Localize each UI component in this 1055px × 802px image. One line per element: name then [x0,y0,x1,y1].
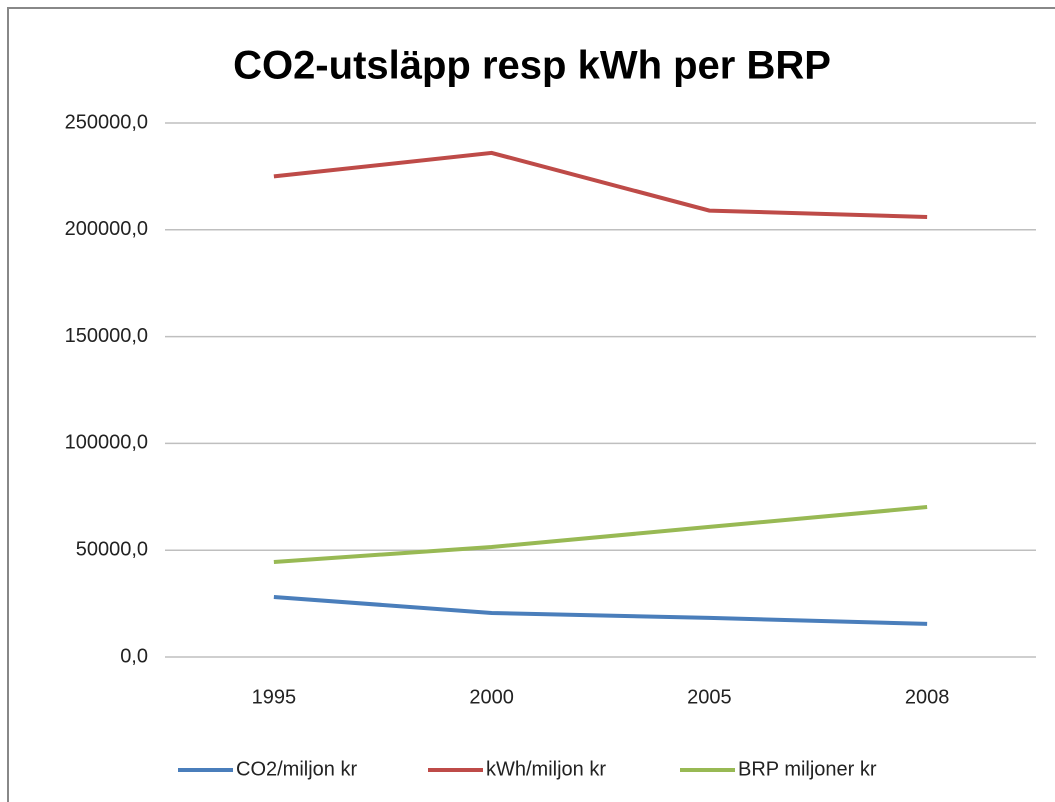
x-tick-label: 1995 [252,686,297,708]
y-tick-label: 100000,0 [65,432,148,454]
y-tick-label: 0,0 [120,645,148,667]
x-tick-label: 2005 [687,686,732,708]
line-series [273,150,928,219]
y-tick-label: 250000,0 [65,111,148,133]
legend-label: BRP miljoner kr [738,758,877,780]
y-tick-label: 150000,0 [65,325,148,347]
line-series [273,594,928,626]
x-tick-label: 2000 [469,686,514,708]
legend-label: kWh/miljon kr [486,758,606,780]
x-tick-label: 2008 [905,686,950,708]
y-tick-label: 200000,0 [65,218,148,240]
y-tick-label: 50000,0 [76,538,148,560]
legend-label: CO2/miljon kr [236,758,357,780]
line-series [273,505,928,564]
chart-frame [7,7,1055,802]
chart-title: CO2-utsläpp resp kWh per BRP [233,44,831,88]
